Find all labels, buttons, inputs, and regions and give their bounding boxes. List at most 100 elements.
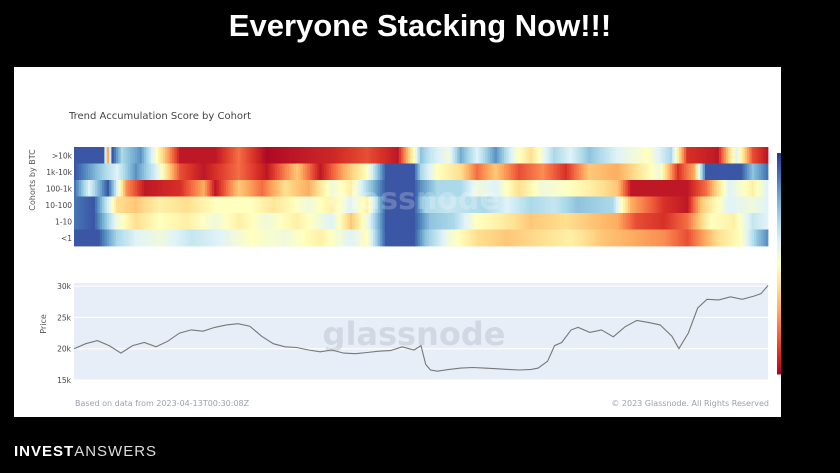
chart-svg: Trend Accumulation Score by Cohort Cohor… bbox=[28, 111, 809, 408]
heatmap-cell bbox=[244, 196, 248, 214]
heatmap-cell bbox=[366, 180, 369, 197]
heatmap-cell bbox=[595, 196, 598, 214]
heatmap-cell bbox=[204, 196, 208, 214]
price-tick-label: 20k bbox=[57, 345, 72, 354]
heatmap-cell bbox=[510, 229, 514, 247]
heatmap-cell bbox=[83, 163, 87, 181]
heatmap-cell bbox=[104, 196, 108, 214]
heatmap-cell bbox=[380, 163, 383, 181]
heatmap-cell bbox=[637, 180, 640, 197]
heatmap-cell bbox=[517, 163, 521, 181]
heatmap-cell bbox=[232, 163, 236, 181]
heatmap-cell bbox=[541, 147, 545, 164]
heatmap-cell bbox=[190, 213, 194, 230]
heatmap-cell bbox=[424, 180, 428, 197]
heatmap-cell bbox=[447, 229, 451, 247]
copyright-note: © 2023 Glassnode. All Rights Reserved bbox=[611, 399, 769, 408]
heatmap-cell bbox=[359, 229, 362, 247]
heatmap-cell bbox=[494, 163, 498, 181]
heatmap-cell bbox=[529, 229, 533, 247]
heatmap-cell bbox=[116, 163, 119, 181]
heatmap-cell bbox=[660, 229, 664, 247]
heatmap-cell bbox=[697, 213, 701, 230]
heatmap-cell bbox=[139, 213, 143, 230]
heatmap-cell bbox=[517, 196, 521, 214]
heatmap-cell bbox=[651, 180, 654, 197]
heatmap-cell bbox=[513, 147, 517, 164]
heatmap-cell bbox=[765, 180, 769, 197]
heatmap-cell bbox=[660, 196, 664, 214]
heatmap-cell bbox=[109, 180, 112, 197]
heatmap-cell bbox=[359, 147, 362, 164]
heatmap-cell bbox=[382, 213, 386, 230]
heatmap-cell bbox=[104, 147, 108, 164]
heatmap-cell bbox=[454, 163, 458, 181]
heatmap-cell bbox=[412, 196, 416, 214]
heatmap-cell bbox=[611, 229, 615, 247]
heatmap-cell bbox=[169, 147, 173, 164]
heatmap-cell bbox=[382, 229, 386, 247]
heatmap-cell bbox=[588, 163, 591, 181]
heatmap-cell bbox=[137, 180, 140, 197]
heatmap-cell bbox=[595, 180, 598, 197]
heatmap-cell bbox=[753, 229, 757, 247]
heatmap-cell bbox=[606, 147, 610, 164]
heatmap-cell bbox=[461, 213, 465, 230]
heatmap-cell bbox=[681, 147, 685, 164]
heatmap-cell bbox=[412, 163, 416, 181]
heatmap-cell bbox=[162, 196, 166, 214]
heatmap-cell bbox=[557, 213, 561, 230]
heatmap-cell bbox=[564, 229, 568, 247]
heatmap-cell bbox=[522, 213, 526, 230]
heatmap-cell bbox=[718, 213, 722, 230]
heatmap-cell bbox=[487, 147, 491, 164]
heatmap-cell bbox=[312, 147, 316, 164]
heatmap-cell bbox=[697, 147, 701, 164]
heatmap-cell bbox=[686, 147, 689, 164]
heatmap-cell bbox=[232, 196, 236, 214]
heatmap-cell bbox=[494, 196, 498, 214]
heatmap-cell bbox=[104, 213, 108, 230]
heatmap-cell bbox=[739, 196, 743, 214]
heatmap-cell bbox=[737, 180, 741, 197]
heatmap-cell bbox=[281, 213, 285, 230]
heatmap-cell bbox=[141, 147, 145, 164]
heatmap-cell bbox=[732, 229, 736, 247]
heatmap-cell bbox=[473, 196, 477, 214]
heatmap-cell bbox=[258, 213, 262, 230]
heatmap-cell bbox=[695, 163, 699, 181]
heatmap: glassnode bbox=[74, 147, 769, 247]
heatmap-cell bbox=[756, 147, 760, 164]
heatmap-cell bbox=[209, 147, 213, 164]
heatmap-cell bbox=[352, 180, 355, 197]
heatmap-cell bbox=[113, 147, 117, 164]
heatmap-cell bbox=[377, 213, 381, 230]
heatmap-cell bbox=[644, 180, 647, 197]
heatmap-cell bbox=[562, 229, 566, 247]
heatmap-cell bbox=[375, 213, 379, 230]
heatmap-cell bbox=[625, 180, 629, 197]
heatmap-cell bbox=[744, 196, 748, 214]
heatmap-cell bbox=[655, 163, 659, 181]
heatmap-cell bbox=[721, 213, 725, 230]
heatmap-cell bbox=[134, 213, 138, 230]
heatmap-cell bbox=[576, 163, 580, 181]
heatmap-cell bbox=[623, 196, 626, 214]
heatmap-cell bbox=[396, 180, 400, 197]
heatmap-cell bbox=[578, 213, 582, 230]
heatmap-cell bbox=[648, 213, 652, 230]
heatmap-cell bbox=[307, 180, 311, 197]
heatmap-cell bbox=[267, 163, 271, 181]
heatmap-cell bbox=[739, 147, 743, 164]
heatmap-cell bbox=[291, 147, 295, 164]
heatmap-cell bbox=[567, 180, 570, 197]
heatmap-cell bbox=[167, 196, 171, 214]
heatmap-cell bbox=[506, 229, 510, 247]
heatmap-cell bbox=[440, 163, 444, 181]
heatmap-cell bbox=[609, 180, 612, 197]
heatmap-cell bbox=[146, 180, 150, 197]
heatmap-cell bbox=[188, 180, 192, 197]
heatmap-cell bbox=[183, 147, 187, 164]
heatmap-cell bbox=[118, 180, 122, 197]
heatmap-cell bbox=[349, 180, 353, 197]
